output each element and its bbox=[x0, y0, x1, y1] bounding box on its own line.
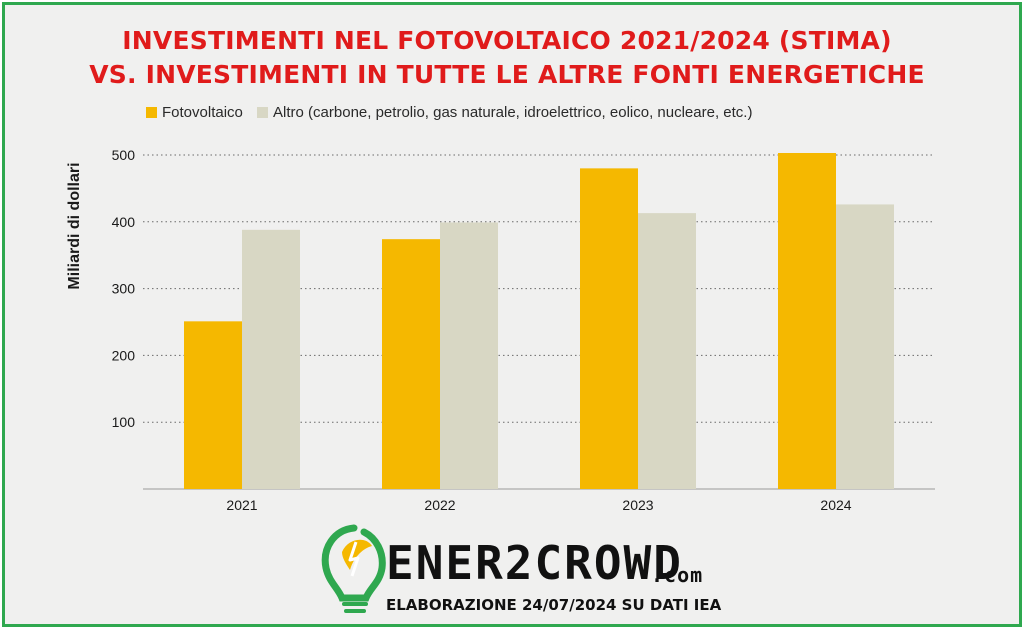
bar-altro-2022 bbox=[440, 222, 498, 489]
title-line-2: VS. INVESTIMENTI IN TUTTE LE ALTRE FONTI… bbox=[89, 60, 925, 89]
bar-fotovoltaico-2023 bbox=[580, 168, 638, 490]
y-tick-label-500: 500 bbox=[112, 147, 136, 163]
bar-fotovoltaico-2024 bbox=[778, 152, 836, 489]
legend-swatch-altro bbox=[257, 107, 269, 118]
brand-name: ENER2CROWD bbox=[386, 536, 683, 590]
x-tick-label-2024: 2024 bbox=[820, 497, 851, 513]
bar-altro-2023 bbox=[638, 213, 696, 489]
bar-altro-2024 bbox=[836, 204, 894, 489]
legend-item-fotovoltaico: Fotovoltaico bbox=[146, 104, 243, 121]
y-tick-label-200: 200 bbox=[112, 347, 136, 363]
legend-label-altro: Altro (carbone, petrolio, gas naturale, … bbox=[273, 104, 753, 121]
y-tick-label-100: 100 bbox=[112, 414, 136, 430]
legend-label-fotovoltaico: Fotovoltaico bbox=[162, 104, 243, 121]
title-line-1: INVESTIMENTI NEL FOTOVOLTAICO 2021/2024 … bbox=[122, 26, 892, 55]
y-tick-label-300: 300 bbox=[112, 281, 136, 297]
legend: Fotovoltaico Altro (carbone, petrolio, g… bbox=[146, 104, 762, 122]
bar-altro-2021 bbox=[242, 229, 300, 490]
logo bbox=[320, 522, 720, 618]
legend-item-altro: Altro (carbone, petrolio, gas naturale, … bbox=[257, 104, 752, 121]
x-tick-label-2021: 2021 bbox=[226, 497, 257, 513]
x-tick-label-2022: 2022 bbox=[424, 497, 455, 513]
lightbulb-leaf-icon bbox=[321, 524, 386, 613]
y-tick-label-400: 400 bbox=[112, 214, 136, 230]
chart-title: INVESTIMENTI NEL FOTOVOLTAICO 2021/2024 … bbox=[0, 24, 1014, 92]
source-note: ELABORAZIONE 24/07/2024 SU DATI IEA bbox=[386, 596, 722, 614]
brand-domain: .com bbox=[651, 563, 704, 587]
bar-fotovoltaico-2021 bbox=[184, 321, 242, 489]
legend-swatch-fotovoltaico bbox=[146, 107, 157, 118]
x-tick-label-2023: 2023 bbox=[622, 497, 653, 513]
bar-fotovoltaico-2022 bbox=[382, 239, 440, 489]
